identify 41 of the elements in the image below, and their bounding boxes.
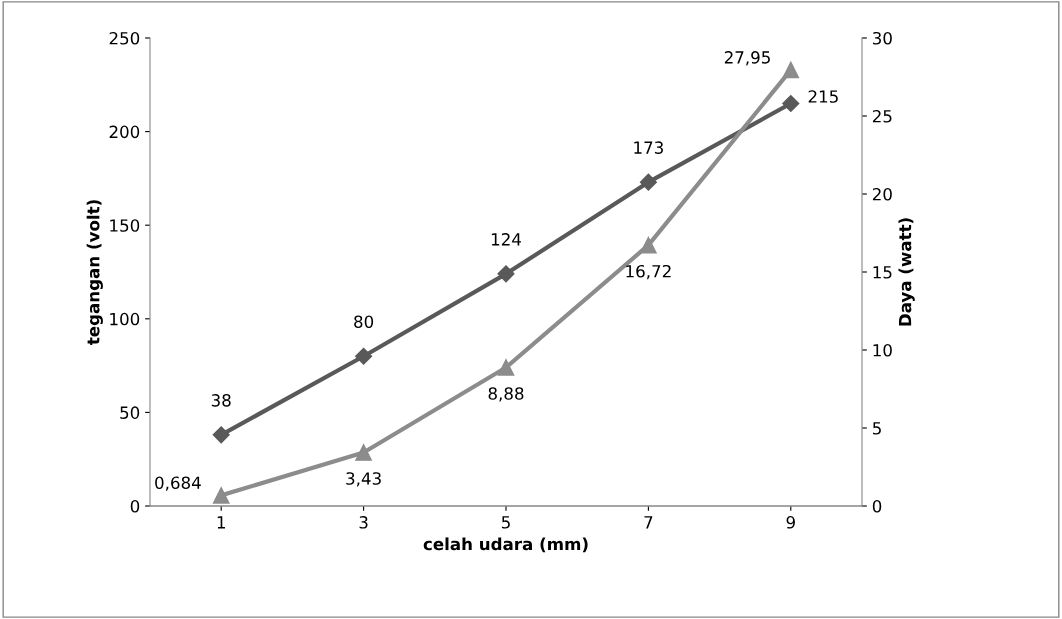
x-tick-label: 1 xyxy=(217,516,225,529)
y2-axis-title: Daya (watt) xyxy=(898,218,915,326)
y2-tick-label: 10 xyxy=(873,343,892,357)
y2-tick-label: 5 xyxy=(873,422,881,435)
point xyxy=(639,173,657,191)
point xyxy=(212,426,230,444)
y-tick-label: 50 xyxy=(120,406,140,419)
y2-tick-label: 30 xyxy=(872,31,892,45)
y2-tick-label: 20 xyxy=(872,187,892,201)
y-axis-title: tegangan (volt) xyxy=(86,200,103,345)
y-tick-label: 0 xyxy=(130,499,140,513)
y2-tick-label: 0 xyxy=(872,499,882,513)
data-label: 27,95 xyxy=(724,51,770,66)
data-label: 0,684 xyxy=(155,476,201,491)
data-label: 8,88 xyxy=(488,387,524,402)
data-label: 124 xyxy=(491,233,521,246)
y-tick-label: 200 xyxy=(109,125,140,139)
y2-tick-label: 15 xyxy=(873,266,892,279)
data-label: 38 xyxy=(211,394,231,407)
point xyxy=(640,236,657,254)
x-tick-label: 3 xyxy=(359,516,368,529)
data-label: 16,72 xyxy=(626,264,671,280)
data-label: 215 xyxy=(808,90,838,103)
x-axis-title: celah udara (mm) xyxy=(423,537,588,553)
point xyxy=(355,347,373,365)
point xyxy=(497,359,515,376)
y-tick-label: 100 xyxy=(110,312,140,326)
y-tick-label: 150 xyxy=(110,219,140,232)
point xyxy=(355,444,372,461)
x-tick-label: 7 xyxy=(644,516,653,529)
data-label: 173 xyxy=(634,141,663,154)
data-label: 3,43 xyxy=(346,472,381,487)
x-tick-label: 9 xyxy=(786,516,795,529)
y-tick-label: 250 xyxy=(109,31,140,45)
data-label: 80 xyxy=(354,315,374,329)
point xyxy=(497,265,515,283)
point xyxy=(782,94,800,113)
point xyxy=(212,486,230,504)
point xyxy=(782,61,800,79)
x-tick-label: 5 xyxy=(501,516,510,529)
y2-tick-label: 25 xyxy=(872,109,892,123)
